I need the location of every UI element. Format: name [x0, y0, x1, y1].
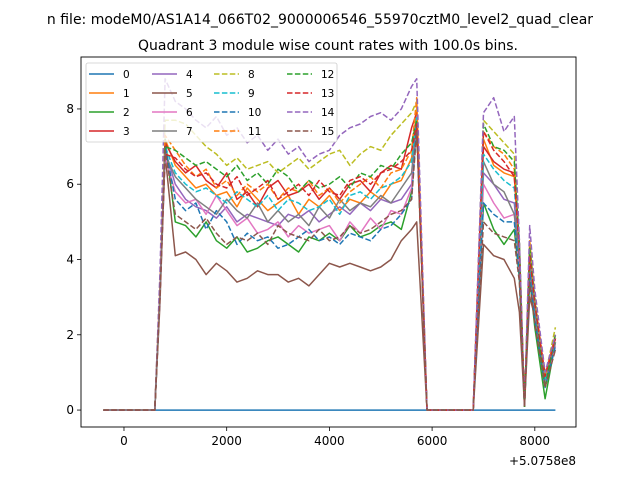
legend-label: 11 [248, 126, 261, 138]
legend-label: 7 [186, 126, 193, 138]
y-tick-label: 0 [66, 403, 74, 417]
series-line-1 [103, 108, 557, 411]
plot-frame [80, 56, 577, 428]
x-tick-label: 8000 [520, 434, 551, 448]
legend-entry-7: 7 [152, 126, 193, 138]
x-offset-label: +5.0758e8 [509, 454, 576, 468]
legend-entry-11: 11 [214, 126, 261, 138]
legend-label: 1 [123, 88, 130, 100]
suptitle: n file: modeM0/AS1A14_066T02_9000006546_… [47, 12, 593, 28]
series-line-13 [103, 123, 557, 411]
legend-label: 5 [186, 88, 193, 100]
y-tick-label: 4 [66, 253, 74, 267]
x-tick-label: 0 [120, 434, 128, 448]
legend-entry-3: 3 [89, 126, 130, 138]
legend-entry-2: 2 [89, 107, 130, 119]
series-line-6 [103, 123, 557, 411]
legend-entry-13: 13 [287, 88, 334, 100]
legend-label: 9 [248, 88, 255, 100]
legend-entry-12: 12 [287, 69, 334, 81]
series-line-5 [103, 153, 557, 411]
legend-label: 12 [321, 69, 334, 81]
series-line-11 [103, 96, 557, 411]
legend-entry-9: 9 [214, 88, 255, 100]
x-tick-label: 6000 [417, 434, 448, 448]
x-tick-label: 4000 [314, 434, 345, 448]
legend-entry-6: 6 [152, 107, 193, 119]
series-layer [103, 78, 557, 411]
series-line-3 [103, 111, 557, 411]
legend-label: 6 [186, 107, 193, 119]
legend-entry-4: 4 [152, 69, 193, 81]
legend-entry-8: 8 [214, 69, 255, 81]
series-line-15 [103, 130, 557, 411]
series-line-7 [103, 119, 557, 411]
legend-label: 10 [248, 107, 261, 119]
y-tick-label: 6 [66, 177, 74, 191]
legend-entry-5: 5 [152, 88, 193, 100]
legend-label: 13 [321, 88, 334, 100]
legend-label: 8 [248, 69, 255, 81]
series-line-9 [103, 115, 557, 411]
legend-entry-0: 0 [89, 69, 130, 81]
legend-label: 3 [123, 126, 130, 138]
series-line-8 [103, 100, 557, 411]
legend-entry-14: 14 [287, 107, 335, 119]
legend-label: 0 [123, 69, 130, 81]
legend-box [85, 62, 338, 143]
x-tick-label: 2000 [211, 434, 242, 448]
chart-title: Quadrant 3 module wise count rates with … [138, 38, 518, 54]
y-tick-label: 8 [66, 102, 74, 116]
legend-label: 15 [321, 126, 334, 138]
series-line-10 [103, 123, 557, 411]
legend-entry-1: 1 [89, 88, 130, 100]
legend-label: 4 [186, 69, 193, 81]
y-tick-label: 2 [66, 328, 74, 342]
legend-entry-10: 10 [214, 107, 261, 119]
series-line-12 [103, 119, 557, 411]
legend-label: 14 [321, 107, 335, 119]
legend-entry-15: 15 [287, 126, 334, 138]
ticks-layer: 0 2000 4000 6000 8000 0 2 4 6 8 [66, 102, 550, 448]
legend-label: 2 [123, 107, 130, 119]
